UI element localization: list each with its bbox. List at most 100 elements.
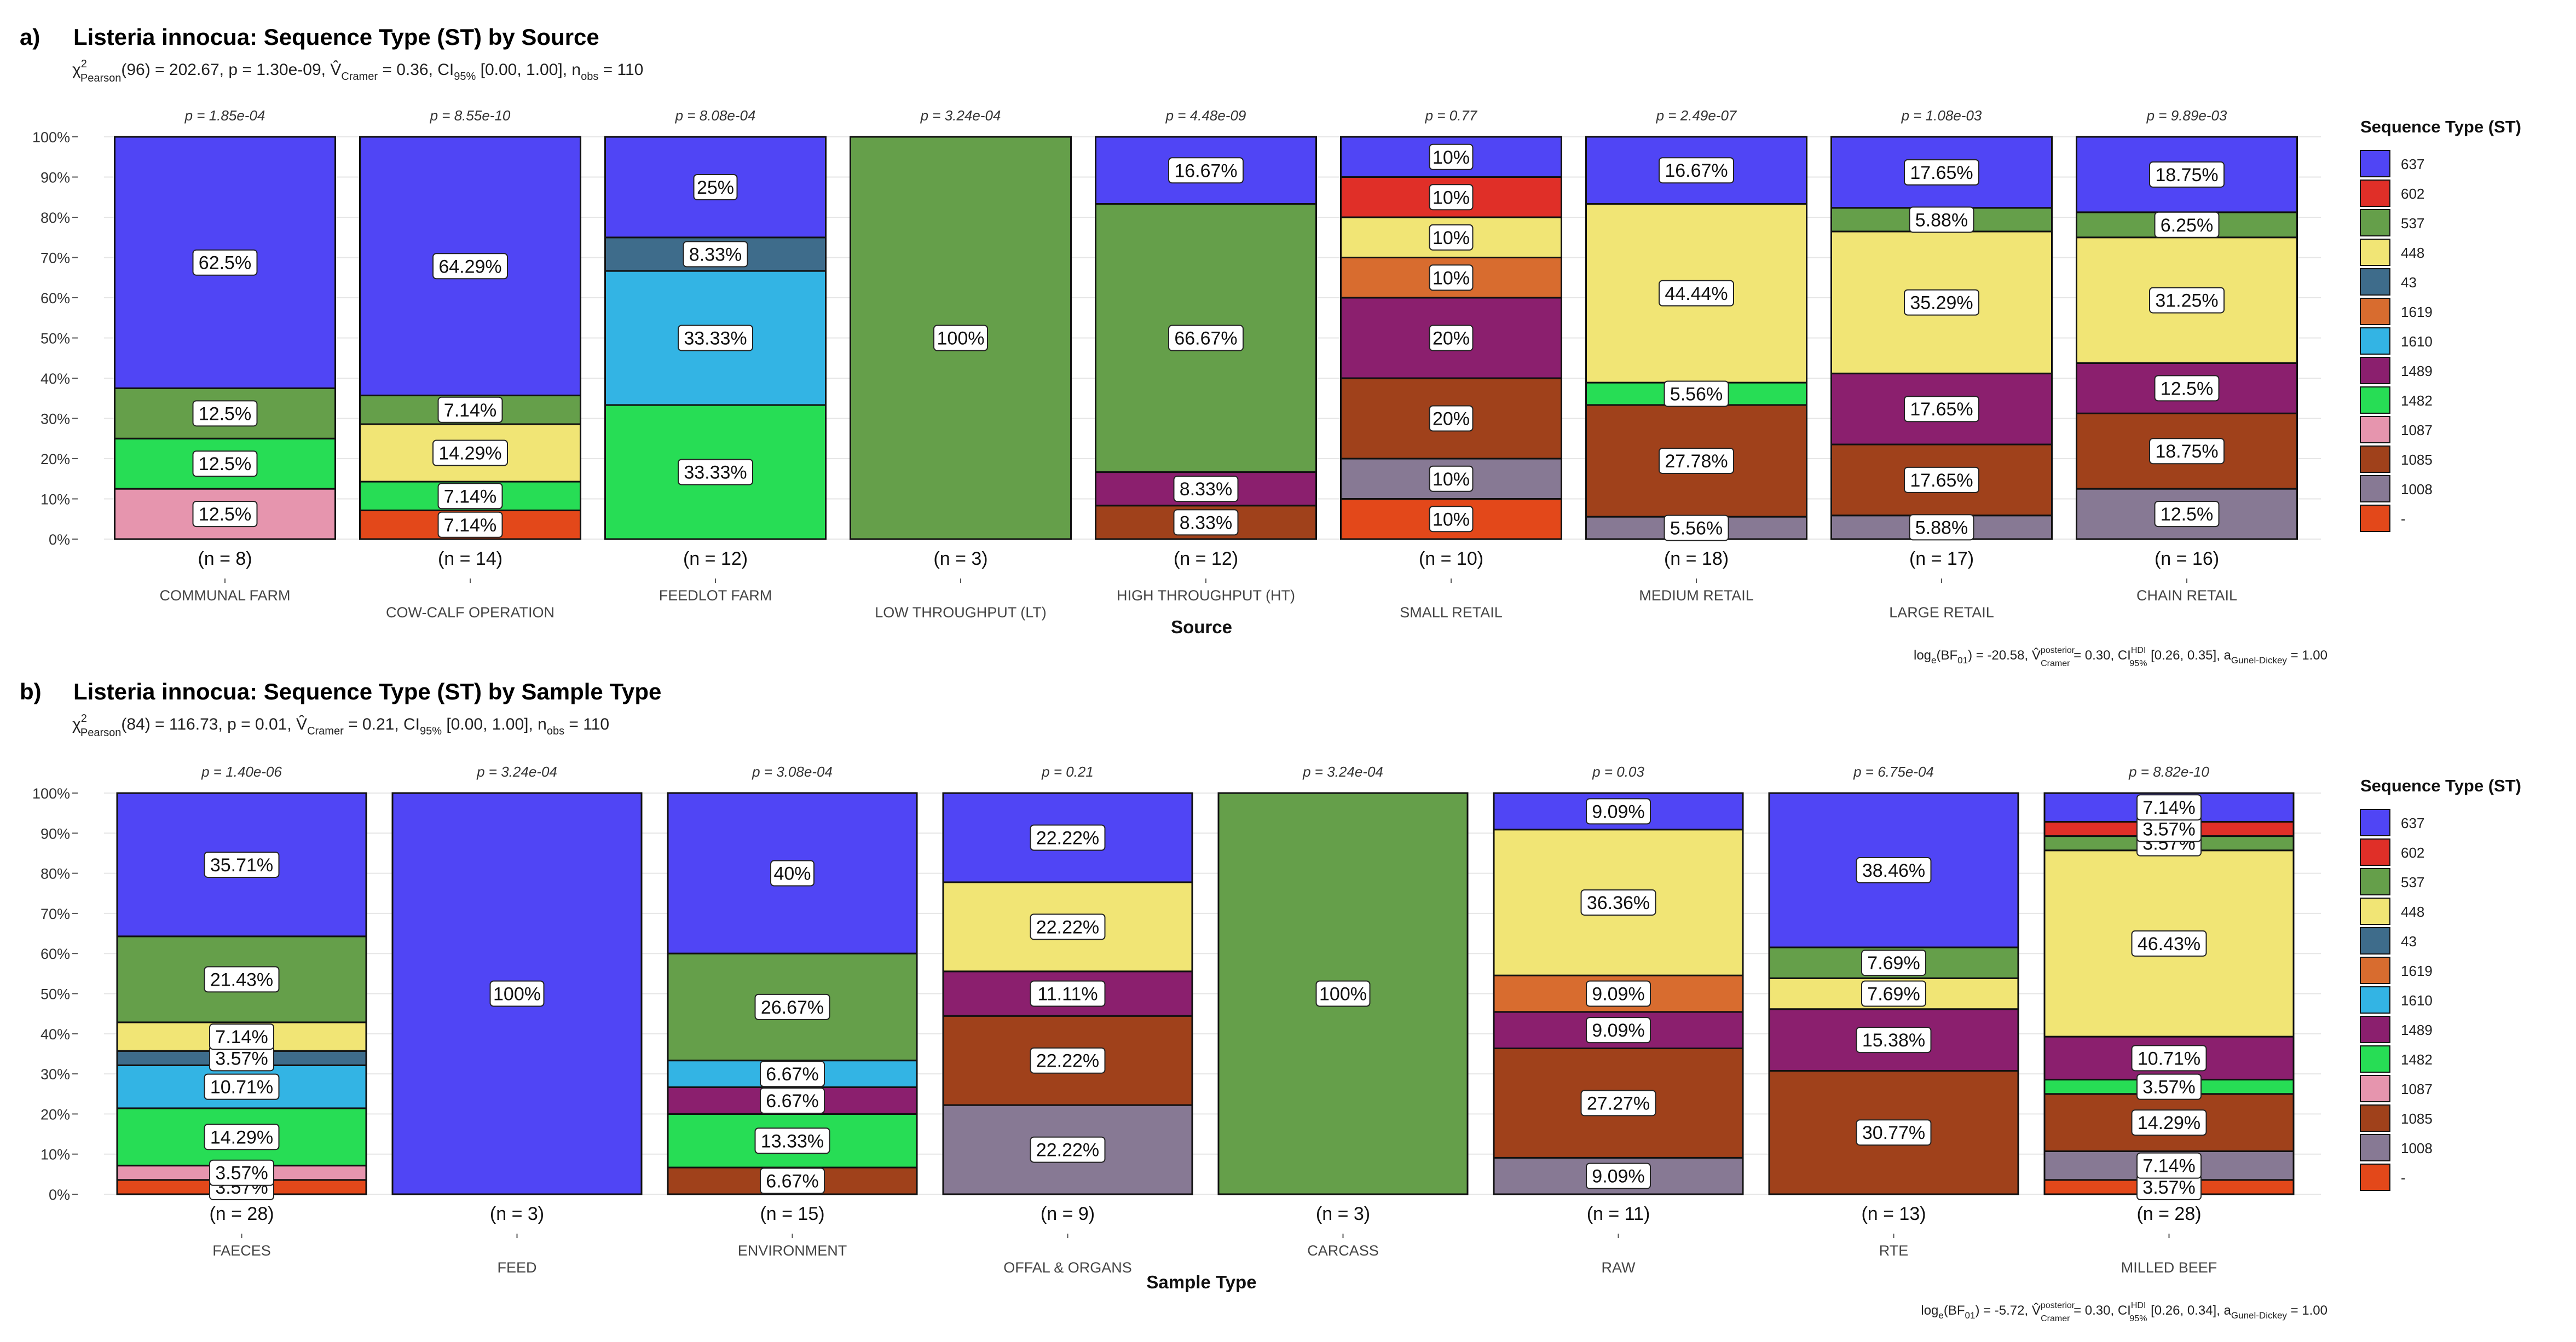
data-label-box: [1030, 913, 1106, 940]
legend-label: 1482: [2401, 1051, 2433, 1068]
data-label-box: [1664, 380, 1729, 407]
data-label-box: [437, 511, 503, 538]
data-label-box: [1659, 448, 1734, 475]
data-label-box: [1030, 824, 1106, 851]
x-category-label: LARGE RETAIL: [1889, 604, 1994, 621]
legend-swatch-637: [2360, 150, 2390, 177]
data-label: 10%: [1433, 469, 1470, 490]
data-label: 16.67%: [1174, 160, 1237, 181]
p-value-label: p = 8.55e-10: [430, 107, 511, 124]
n-label: (n = 12): [1174, 548, 1238, 569]
data-label-box: [1861, 980, 1926, 1007]
p-value-label: p = 3.24e-04: [1302, 763, 1383, 780]
data-label-box: [2131, 930, 2207, 957]
data-label-box: [192, 501, 258, 528]
data-label: 20%: [1433, 409, 1470, 430]
y-tick-label: 60%: [41, 290, 70, 306]
data-label: 40%: [773, 864, 811, 884]
data-label-box: [432, 439, 508, 466]
data-label-box: [2154, 211, 2220, 238]
data-label-box: [1586, 1162, 1651, 1189]
data-label: 7.69%: [1867, 953, 1920, 974]
p-value-label: p = 6.75e-04: [1853, 763, 1934, 780]
data-label-box: [1315, 980, 1371, 1007]
panel-a: a) Listeria innocua: Sequence Type (ST) b…: [20, 24, 2521, 668]
data-label: 9.09%: [1592, 1020, 1644, 1041]
data-label: 26.67%: [761, 997, 824, 1018]
chart-subtitle: χ2 Pearson(96) = 202.67, p = 1.30e-09, V̂…: [72, 58, 643, 84]
data-label: 7.14%: [215, 1027, 268, 1048]
y-tick-label: 10%: [41, 491, 70, 508]
n-label: (n = 3): [490, 1204, 544, 1224]
legend-swatch-1085: [2360, 446, 2390, 473]
data-label: 5.88%: [1915, 517, 1968, 538]
data-label-box: [1580, 889, 1656, 916]
data-label-box: [2154, 375, 2220, 402]
data-label: 10.71%: [210, 1077, 273, 1098]
data-label-box: [204, 1073, 280, 1100]
legend-swatch-none: [2360, 505, 2390, 532]
data-label-box: [2149, 438, 2225, 465]
legend-swatch-448: [2360, 239, 2390, 266]
data-label: 10.71%: [2138, 1048, 2200, 1069]
legend-swatch-602: [2360, 838, 2390, 866]
legend-swatch-1610: [2360, 986, 2390, 1014]
x-category-label: FEED: [497, 1259, 536, 1276]
data-label: 33.33%: [684, 328, 747, 349]
data-label-box: [1168, 157, 1244, 184]
data-label: 14.29%: [2138, 1113, 2200, 1133]
data-label: 27.27%: [1587, 1093, 1650, 1114]
data-label: 35.29%: [1910, 293, 1973, 314]
legend-swatch-none: [2360, 1164, 2390, 1191]
data-label-box: [1429, 325, 1474, 351]
data-label: 3.57%: [2142, 1077, 2195, 1098]
x-category-label: HIGH THROUGHPUT (HT): [1117, 587, 1295, 604]
data-label-box: [1856, 1027, 1932, 1054]
data-label: 10%: [1433, 509, 1470, 530]
x-category-label: CHAIN RETAIL: [2136, 587, 2237, 604]
data-label: 3.57%: [215, 1163, 268, 1184]
data-label: 7.14%: [2142, 1156, 2195, 1177]
legend-label: 1619: [2401, 304, 2433, 320]
data-label: 17.65%: [1910, 163, 1973, 183]
panel-label: b): [20, 679, 42, 704]
data-label-box: [209, 1023, 274, 1050]
data-label: 16.67%: [1665, 160, 1728, 181]
data-label: 7.14%: [444, 486, 496, 507]
y-tick-label: 60%: [41, 946, 70, 962]
data-label: 12.5%: [2161, 504, 2213, 525]
legend-label: 1085: [2401, 1110, 2433, 1127]
data-label-box: [1030, 1136, 1106, 1163]
data-label: 22.22%: [1036, 917, 1099, 938]
data-label: 3.57%: [2142, 819, 2195, 840]
data-label: 9.09%: [1592, 801, 1644, 822]
data-label-box: [1909, 206, 1974, 233]
n-label: (n = 8): [198, 548, 252, 569]
legend-swatch-1482: [2360, 1045, 2390, 1073]
legend-label: 537: [2401, 874, 2424, 890]
legend-label: 43: [2401, 274, 2417, 291]
y-tick-label: 20%: [41, 451, 70, 467]
data-label: 6.67%: [766, 1064, 818, 1085]
legend-swatch-1610: [2360, 327, 2390, 355]
data-label: 44.44%: [1665, 284, 1728, 304]
data-label: 12.5%: [199, 403, 251, 424]
legend-label: 448: [2401, 904, 2424, 920]
data-label-box: [693, 173, 738, 200]
data-label: 17.65%: [1910, 399, 1973, 420]
legend-label: 1619: [2401, 963, 2433, 979]
legend-swatch-537: [2360, 868, 2390, 895]
legend-swatch-1087: [2360, 1075, 2390, 1102]
data-label: 15.38%: [1862, 1030, 1925, 1051]
y-tick-label: 100%: [32, 785, 70, 802]
legend-swatch-1008: [2360, 475, 2390, 502]
data-label: 36.36%: [1587, 893, 1650, 913]
legend-swatch-1489: [2360, 357, 2390, 384]
data-label-box: [489, 980, 545, 1007]
data-label: 6.25%: [2161, 215, 2213, 236]
data-label: 20%: [1433, 328, 1470, 349]
x-category-label: ENVIRONMENT: [738, 1242, 847, 1259]
data-label: 5.56%: [1670, 384, 1723, 405]
data-label-box: [432, 253, 508, 280]
